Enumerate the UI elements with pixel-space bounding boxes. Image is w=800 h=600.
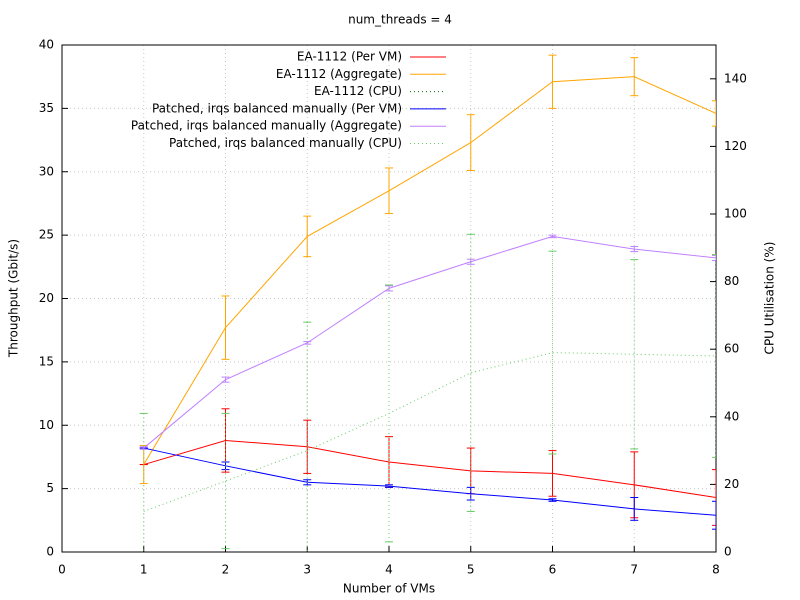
- error-bar: [139, 412, 148, 552]
- y-tick-label: 5: [46, 481, 54, 495]
- x-axis-label: Number of VMs: [343, 582, 435, 596]
- y2-tick-label: 0: [724, 545, 732, 559]
- y2-tick-label: 60: [724, 342, 739, 356]
- error-bar: [466, 114, 475, 171]
- error-bar: [548, 250, 557, 455]
- x-tick-label: 0: [58, 563, 66, 577]
- x-tick-label: 7: [630, 563, 638, 577]
- legend-label: EA-1112 (Aggregate): [276, 67, 402, 81]
- chart-title: num_threads = 4: [348, 13, 452, 27]
- error-bar: [466, 233, 475, 512]
- x-tick-label: 6: [549, 563, 557, 577]
- legend-label: EA-1112 (CPU): [314, 84, 402, 98]
- error-bar: [630, 496, 639, 521]
- error-bar: [303, 215, 312, 258]
- error-bar: [548, 498, 557, 502]
- error-bar: [466, 486, 475, 501]
- x-tick-label: 2: [222, 563, 230, 577]
- y2-axis-label: CPU Utilisation (%): [763, 242, 777, 355]
- x-tick-label: 8: [712, 563, 720, 577]
- y-tick-label: 10: [39, 418, 54, 432]
- x-tick-label: 1: [140, 563, 148, 577]
- legend-label: Patched, irqs balanced manually (CPU): [169, 136, 402, 150]
- legend-label: Patched, irqs balanced manually (Aggrega…: [131, 119, 402, 133]
- y-tick-label: 30: [39, 164, 54, 178]
- error-bar: [466, 258, 475, 265]
- error-bar: [548, 54, 557, 109]
- error-bar: [712, 469, 716, 526]
- error-bar: [385, 284, 393, 543]
- error-bar: [630, 246, 639, 253]
- legend-label: Patched, irqs balanced manually (Per VM): [152, 101, 402, 115]
- plot-frame: [61, 44, 717, 553]
- error-bar: [630, 57, 639, 97]
- y2-tick-label: 100: [724, 207, 747, 221]
- plot-area: [139, 54, 716, 552]
- y-tick-label: 20: [39, 291, 54, 305]
- error-bar: [221, 412, 230, 550]
- x-tick-label: 3: [303, 563, 311, 577]
- y-tick-label: 25: [39, 228, 54, 242]
- error-bar: [221, 295, 230, 360]
- y2-tick-label: 140: [724, 71, 747, 85]
- error-bar: [712, 254, 716, 458]
- y2-tick-label: 40: [724, 409, 739, 423]
- x-tick-label: 5: [467, 563, 475, 577]
- y-tick-label: 15: [39, 354, 54, 368]
- y-axis-label: Throughput (Gbit/s): [7, 239, 21, 358]
- error-bar: [712, 254, 716, 261]
- series-line: [143, 76, 716, 465]
- y-tick-label: 35: [39, 101, 54, 115]
- error-bar: [385, 167, 393, 215]
- error-bar: [548, 234, 557, 239]
- series-line: [143, 447, 716, 516]
- error-bar: [712, 500, 716, 530]
- error-bar: [221, 376, 230, 383]
- y2-tick-label: 80: [724, 274, 739, 288]
- legend-label: EA-1112 (Per VM): [297, 50, 402, 64]
- error-bar: [630, 259, 639, 450]
- y2-tick-label: 20: [724, 477, 739, 491]
- y-tick-label: 40: [39, 38, 54, 52]
- y-tick-label: 0: [46, 545, 54, 559]
- y2-tick-label: 120: [724, 139, 747, 153]
- error-bar: [303, 321, 312, 552]
- error-bar: [139, 446, 148, 450]
- error-bar: [712, 100, 716, 127]
- series-line: [143, 235, 716, 449]
- series-line: [143, 352, 716, 512]
- x-tick-label: 4: [385, 563, 393, 577]
- error-bar: [548, 450, 557, 497]
- series-line: [143, 439, 716, 498]
